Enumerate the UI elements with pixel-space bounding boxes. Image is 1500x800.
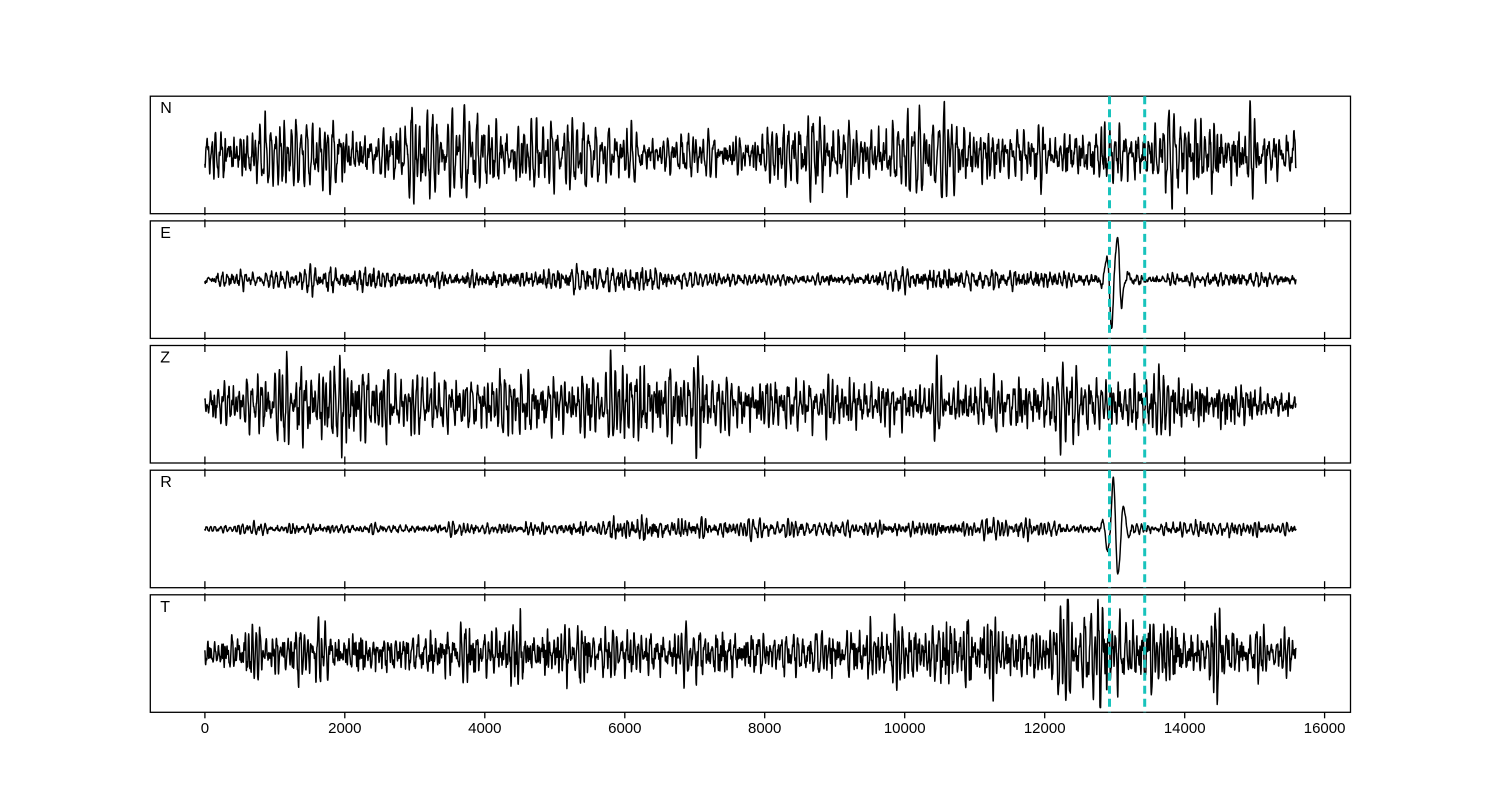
svg-text:10000: 10000 <box>884 720 926 737</box>
svg-text:4000: 4000 <box>468 720 501 737</box>
svg-text:14000: 14000 <box>1164 720 1206 737</box>
svg-text:N: N <box>160 100 172 117</box>
svg-text:R: R <box>160 474 172 491</box>
svg-text:E: E <box>160 225 171 242</box>
svg-text:12000: 12000 <box>1024 720 1066 737</box>
svg-text:16000: 16000 <box>1304 720 1346 737</box>
svg-text:2000: 2000 <box>328 720 361 737</box>
svg-text:T: T <box>160 599 170 616</box>
svg-text:0: 0 <box>201 720 209 737</box>
svg-text:6000: 6000 <box>608 720 641 737</box>
svg-text:8000: 8000 <box>748 720 781 737</box>
svg-text:Z: Z <box>160 350 170 367</box>
